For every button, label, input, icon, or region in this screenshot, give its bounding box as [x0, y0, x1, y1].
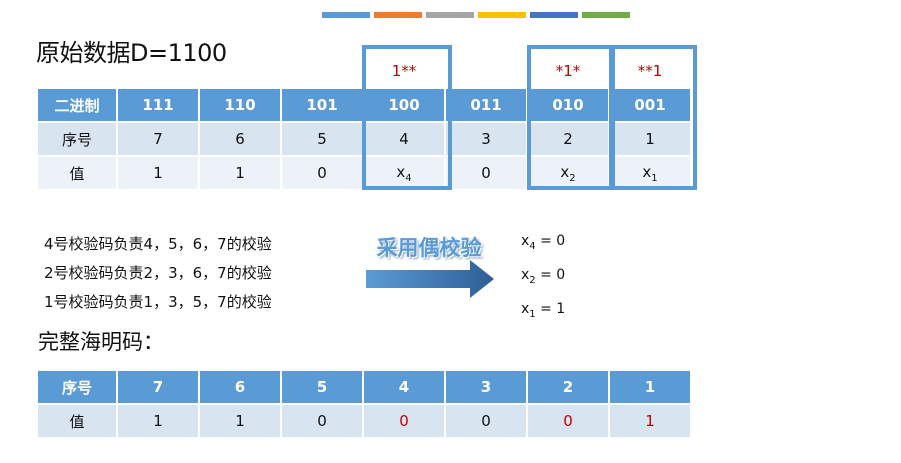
color-bar	[374, 12, 422, 18]
index-cell: 6	[200, 371, 280, 403]
index-cell: 7	[118, 371, 198, 403]
index-cell: 1	[610, 123, 690, 155]
var-subscript: 4	[405, 172, 412, 184]
row-label-index: 序号	[38, 371, 116, 403]
result-x2: x2 = 0	[521, 264, 565, 298]
parity-marker-1: **1	[637, 62, 663, 80]
parity-marker-2: *1*	[555, 62, 581, 80]
highlight-frame-col-1	[611, 45, 697, 190]
binary-cell: 001	[610, 89, 690, 121]
binary-cell: 101	[282, 89, 362, 121]
result-value: = 0	[535, 233, 566, 249]
row-label-index: 序号	[38, 123, 116, 155]
binary-cell: 100	[364, 89, 444, 121]
parity-rules: 4号校验码负责4，5，6，7的校验 2号校验码负责2，3，6，7的校验 1号校验…	[44, 230, 272, 317]
slide-title: 原始数据D=1100	[36, 39, 227, 67]
rule-line: 4号校验码负责4，5，6，7的校验	[44, 235, 272, 253]
color-bar	[322, 12, 370, 18]
var-x: x	[560, 162, 570, 181]
row-label-value: 值	[38, 405, 116, 437]
complete-hamming-table: 序号 7 6 5 4 3 2 1 值 1 1 0 0 0 0 1	[36, 369, 692, 439]
parity-results: x4 = 0 x2 = 0 x1 = 1	[521, 230, 565, 332]
index-cell: 2	[528, 123, 608, 155]
index-cell: 4	[364, 371, 444, 403]
table-row-value: 值 1 1 0 0 0 0 1	[38, 405, 690, 437]
complete-hamming-title: 完整海明码：	[38, 330, 164, 354]
right-arrow-icon	[366, 260, 494, 298]
var-subscript: 4	[529, 240, 536, 252]
table-row-index: 序号 7 6 5 4 3 2 1	[38, 123, 690, 155]
parity-value-cell: 1	[610, 405, 690, 437]
value-cell: 0	[282, 157, 362, 189]
value-cell: 1	[118, 405, 198, 437]
value-cell-x2: x2	[528, 157, 608, 189]
result-x1: x1 = 1	[521, 298, 565, 332]
var-subscript: 1	[651, 172, 658, 184]
index-cell: 5	[282, 371, 362, 403]
index-cell: 1	[610, 371, 690, 403]
color-bar	[530, 12, 578, 18]
value-cell: 1	[118, 157, 198, 189]
value-cell: 0	[282, 405, 362, 437]
highlight-frame-col-2	[527, 45, 613, 190]
index-cell: 3	[446, 371, 526, 403]
var-subscript: 2	[569, 172, 576, 184]
parity-value-cell: 0	[364, 405, 444, 437]
rule-line: 1号校验码负责1，3，5，7的校验	[44, 293, 272, 311]
highlight-frame-col-4	[362, 45, 452, 190]
value-cell: 1	[200, 405, 280, 437]
var-subscript: 1	[529, 308, 536, 320]
table-row-index: 序号 7 6 5 4 3 2 1	[38, 371, 690, 403]
parity-marker-4: 1**	[391, 62, 417, 80]
value-cell: 0	[446, 405, 526, 437]
index-cell: 4	[364, 123, 444, 155]
parity-value-cell: 0	[528, 405, 608, 437]
color-bar	[426, 12, 474, 18]
binary-cell: 110	[200, 89, 280, 121]
binary-cell: 010	[528, 89, 608, 121]
value-cell: 0	[446, 157, 526, 189]
var-x: x	[521, 267, 530, 283]
table-row-binary: 二进制 111 110 101 100 011 010 001	[38, 89, 690, 121]
result-value: = 1	[535, 301, 566, 317]
binary-cell: 011	[446, 89, 526, 121]
color-bar	[478, 12, 526, 18]
var-x: x	[396, 162, 406, 181]
index-cell: 6	[200, 123, 280, 155]
var-x: x	[521, 233, 530, 249]
var-x: x	[642, 162, 652, 181]
decorative-color-bars	[322, 12, 630, 18]
color-bar	[582, 12, 630, 18]
even-parity-arrow: 采用偶校验	[364, 232, 499, 306]
value-cell-x4: x4	[364, 157, 444, 189]
var-subscript: 2	[529, 274, 536, 286]
row-label-value: 值	[38, 157, 116, 189]
row-label-binary: 二进制	[38, 89, 116, 121]
hamming-position-table: 二进制 111 110 101 100 011 010 001 序号 7 6 5…	[36, 87, 692, 191]
rule-line: 2号校验码负责2，3，6，7的校验	[44, 264, 272, 282]
table-row-value: 值 1 1 0 x4 0 x2 x1	[38, 157, 690, 189]
value-cell-x1: x1	[610, 157, 690, 189]
index-cell: 3	[446, 123, 526, 155]
arrow-label: 采用偶校验	[376, 236, 482, 260]
result-value: = 0	[535, 267, 566, 283]
index-cell: 2	[528, 371, 608, 403]
index-cell: 5	[282, 123, 362, 155]
index-cell: 7	[118, 123, 198, 155]
value-cell: 1	[200, 157, 280, 189]
result-x4: x4 = 0	[521, 230, 565, 264]
var-x: x	[521, 301, 530, 317]
binary-cell: 111	[118, 89, 198, 121]
